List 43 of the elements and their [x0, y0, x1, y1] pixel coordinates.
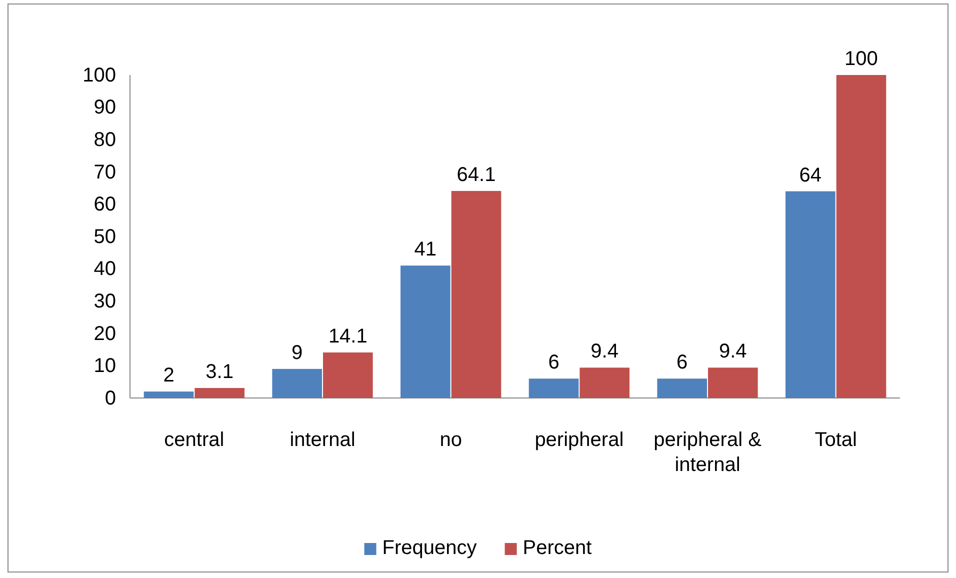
- bar: [580, 368, 630, 398]
- bar: [836, 75, 886, 398]
- data-label: 2: [163, 364, 174, 387]
- y-tick-label: 90: [94, 96, 116, 119]
- bar: [400, 266, 450, 398]
- y-tick-label: 70: [94, 161, 116, 184]
- x-tick-label: no: [440, 429, 462, 451]
- data-label: 100: [844, 48, 878, 70]
- x-tick-label: peripheral & internal: [654, 429, 762, 476]
- y-tick-label: 60: [94, 194, 116, 216]
- bar: [451, 190, 502, 398]
- x-tick-label: peripheral: [534, 429, 624, 451]
- data-label: 9.4: [590, 340, 618, 363]
- bar: [528, 378, 579, 398]
- bar: [786, 191, 836, 398]
- x-tick-label: Total: [814, 429, 857, 451]
- data-label: 9.4: [719, 340, 747, 363]
- data-label: 14.1: [328, 325, 368, 348]
- data-label: 6: [548, 352, 560, 374]
- bar: [323, 352, 373, 398]
- data-label: 6: [676, 352, 688, 374]
- data-label: 64: [799, 164, 822, 186]
- x-tick-label: internal: [290, 429, 356, 451]
- y-tick-label: 80: [94, 129, 116, 151]
- legend-label: Frequency: [382, 537, 477, 559]
- legend-label: Percent: [522, 537, 592, 559]
- y-tick-label: 40: [94, 258, 116, 280]
- y-tick-label: 30: [94, 290, 116, 312]
- bar: [657, 378, 707, 398]
- y-tick-label: 10: [94, 355, 116, 378]
- bar: [194, 388, 244, 398]
- data-label: 3.1: [206, 360, 234, 383]
- bar: [144, 392, 194, 398]
- bar: [708, 368, 758, 398]
- data-label: 9: [292, 342, 303, 364]
- y-tick-label: 50: [94, 226, 116, 248]
- data-label: 64.1: [456, 164, 496, 186]
- bar: [272, 368, 322, 398]
- y-tick-label: 100: [82, 64, 116, 86]
- y-tick-label: 20: [94, 322, 116, 345]
- x-tick-label: central: [164, 429, 224, 451]
- data-label: 41: [414, 238, 437, 261]
- y-tick-label: 0: [104, 387, 116, 410]
